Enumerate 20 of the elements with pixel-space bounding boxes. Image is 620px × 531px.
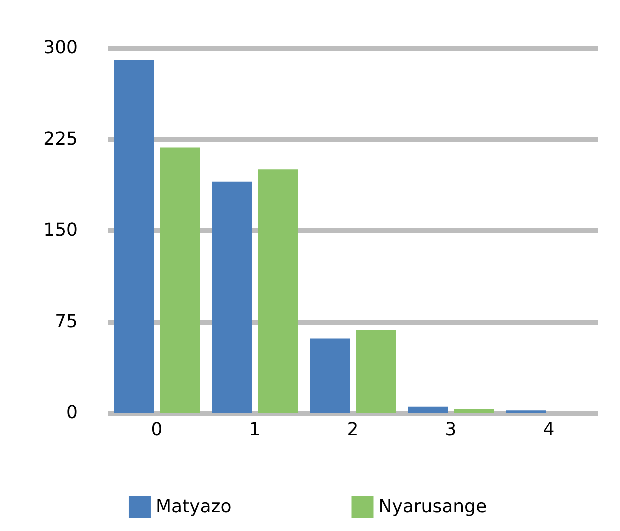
x-tick-label: 3 (445, 420, 457, 440)
bar (114, 60, 154, 413)
bar (454, 409, 494, 413)
bar (258, 170, 298, 413)
x-tick-label: 2 (347, 420, 359, 440)
y-tick-label: 75 (55, 311, 78, 332)
bar (356, 330, 396, 413)
y-tick-label: 300 (44, 38, 78, 58)
x-tick-label: 0 (151, 420, 163, 440)
y-tick-label: 0 (66, 402, 78, 424)
y-tick-label: 225 (44, 128, 78, 150)
bar (212, 182, 252, 413)
bar (160, 148, 200, 413)
legend-label: Matyazo (156, 496, 232, 518)
bar (310, 338, 350, 413)
x-tick-label: 1 (249, 420, 261, 440)
y-tick-label: 150 (44, 220, 78, 241)
legend-label: Nyarusange (378, 496, 488, 518)
x-tick-label: 4 (543, 420, 555, 440)
bar (408, 406, 448, 413)
